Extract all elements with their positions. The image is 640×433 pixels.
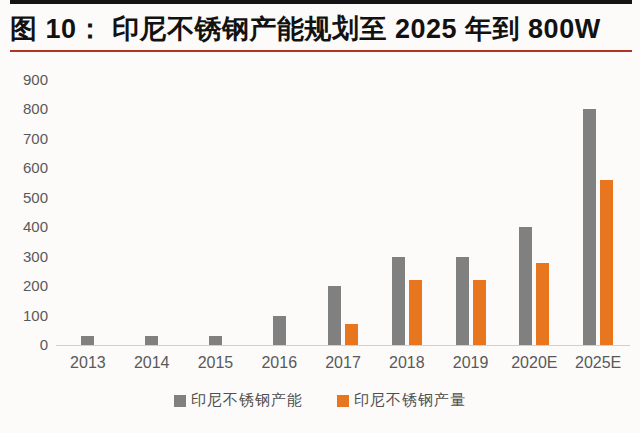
y-tick-200: 200 [23,277,48,295]
y-tick-600: 600 [23,159,48,177]
x-tick-2025E: 2025E [566,354,630,372]
capacity-bar-2016 [273,316,286,345]
x-tick-2020E: 2020E [502,354,566,372]
x-tick-2015: 2015 [184,354,248,372]
capacity-bar-2014 [145,336,158,345]
production-bar-2020E [536,263,549,345]
y-tick-300: 300 [23,248,48,266]
top-black-rule [10,0,632,4]
y-tick-900: 900 [23,71,48,89]
y-tick-500: 500 [23,189,48,207]
capacity-bar-2018 [392,257,405,345]
bar-group-2013 [56,80,120,345]
production-bar-2017 [345,324,358,345]
capacity-bar-2020E [519,227,532,345]
capacity-bar-2013 [81,336,94,345]
capacity-bar-2025E [583,109,596,345]
bar-group-2014 [120,80,184,345]
plot-area [56,80,630,346]
x-axis-labels: 20132014201520162017201820192020E2025E [56,354,630,372]
y-tick-800: 800 [23,100,48,118]
x-tick-2018: 2018 [375,354,439,372]
x-tick-2013: 2013 [56,354,120,372]
report-figure-page: 图 10： 印尼不锈钢产能规划至 2025 年到 800W 900 800 700 6… [0,0,640,433]
capacity-bar-2019 [456,257,469,345]
capacity-legend-swatch [174,395,186,407]
production-bar-2018 [409,280,422,345]
bar-chart: 9008007006005004003002001000 20132014201… [0,60,640,433]
production-bar-2025E [600,180,613,345]
bar-group-2015 [184,80,248,345]
y-tick-100: 100 [23,307,48,325]
legend-item-capacity: 印尼不锈钢产能 [174,391,303,410]
y-tick-400: 400 [23,218,48,236]
x-tick-2017: 2017 [311,354,375,372]
y-tick-0: 0 [40,336,48,354]
x-tick-2019: 2019 [439,354,503,372]
capacity-bar-2017 [328,286,341,345]
y-tick-700: 700 [23,130,48,148]
bar-group-2025E [566,80,630,345]
capacity-legend-label: 印尼不锈钢产能 [191,391,303,410]
title-underline-rule [10,50,632,52]
bar-group-2016 [247,80,311,345]
figure-title: 图 10： 印尼不锈钢产能规划至 2025 年到 800W [10,11,634,47]
bar-group-2017 [311,80,375,345]
capacity-bar-2015 [209,336,222,345]
x-tick-2014: 2014 [120,354,184,372]
bar-group-2020E [502,80,566,345]
bar-group-2019 [439,80,503,345]
production-legend-swatch [337,395,349,407]
y-axis-labels: 900 800 700 600 500 400 300 200 100 0 [0,60,48,360]
production-legend-label: 印尼不锈钢产量 [354,391,466,410]
bar-group-2018 [375,80,439,345]
chart-legend: 印尼不锈钢产能 印尼不锈钢产量 [0,391,640,410]
legend-item-production: 印尼不锈钢产量 [337,391,466,410]
x-tick-2016: 2016 [247,354,311,372]
production-bar-2019 [473,280,486,345]
